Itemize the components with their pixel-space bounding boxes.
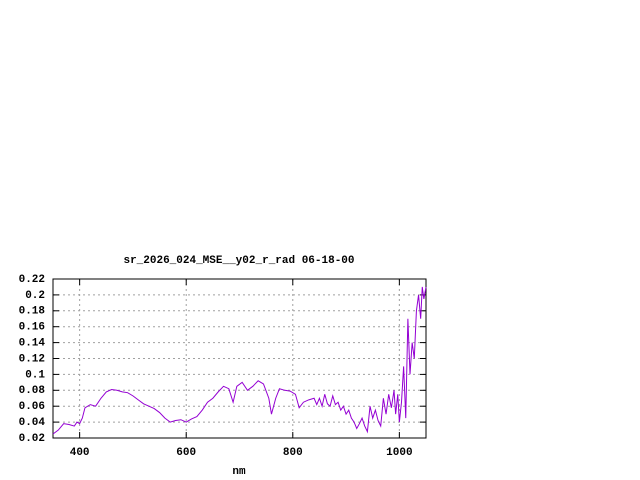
x-tick-label: 800 <box>283 447 303 459</box>
y-tick-label: 0.18 <box>19 306 46 318</box>
y-tick-label: 0.2 <box>25 290 45 302</box>
y-tick-label: 0.02 <box>19 433 45 445</box>
x-tick-label: 400 <box>70 447 90 459</box>
y-tick-label: 0.06 <box>19 401 45 413</box>
x-axis-label: nm <box>232 466 246 478</box>
data-line <box>52 286 427 435</box>
y-tick-label: 0.16 <box>19 322 45 334</box>
y-tick-label: 0.12 <box>19 353 45 365</box>
x-tick-label: 1000 <box>386 447 412 459</box>
y-tick-label: 0.04 <box>19 417 46 429</box>
y-tick-label: 0.08 <box>19 385 46 397</box>
y-tick-label: 0.14 <box>19 338 46 350</box>
y-tick-label: 0.22 <box>19 274 45 286</box>
plot-frame <box>52 278 427 439</box>
y-tick-label: 0.1 <box>25 369 45 381</box>
chart-title: sr_2026_024_MSE__y02_r_rad 06-18-00 <box>123 255 354 267</box>
x-tick-label: 600 <box>176 447 196 459</box>
